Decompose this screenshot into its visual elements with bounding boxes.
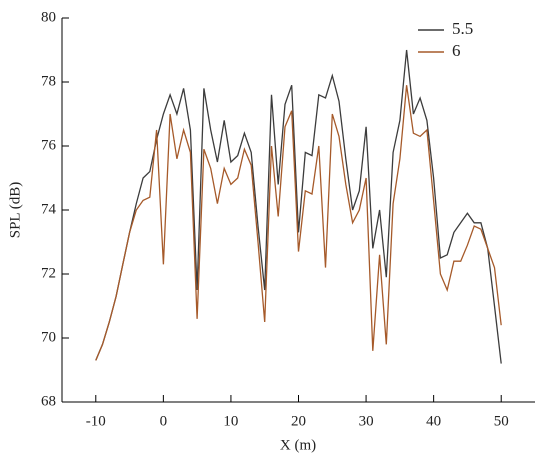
y-axis-label: SPL (dB) xyxy=(7,182,23,239)
series-line xyxy=(95,85,502,361)
y-tick-label: 80 xyxy=(41,9,56,25)
x-tick-label: 0 xyxy=(160,413,168,429)
x-tick-label: 40 xyxy=(426,413,441,429)
series-line xyxy=(95,49,502,364)
y-tick-label: 68 xyxy=(41,393,56,409)
x-tick-label: 10 xyxy=(223,413,238,429)
x-tick-label: 20 xyxy=(291,413,306,429)
x-tick-label: -10 xyxy=(86,413,106,429)
y-tick-label: 72 xyxy=(41,265,56,281)
y-tick-label: 76 xyxy=(41,137,57,153)
x-tick-label: 50 xyxy=(494,413,509,429)
x-axis-label: X (m) xyxy=(280,437,316,453)
y-tick-label: 70 xyxy=(41,329,56,345)
x-tick-label: 30 xyxy=(359,413,374,429)
y-tick-label: 74 xyxy=(41,201,57,217)
legend-label: 5.5 xyxy=(452,19,473,38)
legend-label: 6 xyxy=(452,41,461,60)
y-tick-label: 78 xyxy=(41,73,56,89)
